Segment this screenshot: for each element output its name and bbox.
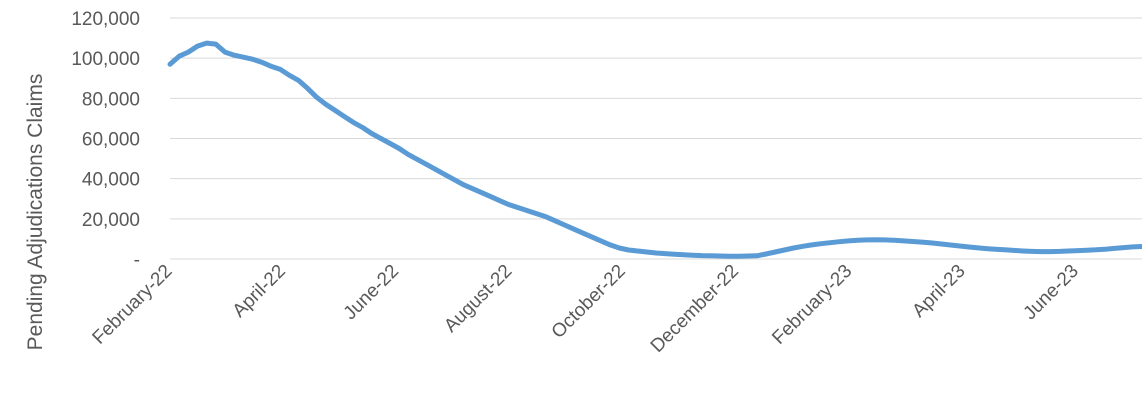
- x-tick-label: June-23: [1020, 261, 1083, 324]
- y-tick-label: -: [134, 250, 140, 271]
- x-tick-label: October-22: [548, 261, 630, 343]
- x-axis-ticks: February-22 April-22 June-22 August-22 Octob…: [89, 261, 1083, 357]
- y-tick-label: 60,000: [82, 130, 140, 151]
- y-tick-label: 120,000: [71, 9, 140, 30]
- x-tick-label: February-23: [768, 261, 856, 349]
- y-tick-label: 20,000: [82, 210, 140, 231]
- y-tick-label: 100,000: [71, 49, 140, 70]
- x-tick-label: February-22: [89, 261, 177, 349]
- x-tick-label: December-22: [647, 261, 743, 357]
- y-tick-label: 80,000: [82, 89, 140, 110]
- x-tick-label: June-22: [340, 261, 403, 324]
- gridlines: [170, 17, 1142, 260]
- x-tick-label: August-22: [440, 261, 516, 337]
- y-axis-ticks: - 20,000 40,000 60,000 80,000 100,000 120,000: [71, 9, 140, 271]
- pending-claims-series-line: [167, 40, 1142, 259]
- y-tick-label: 40,000: [82, 170, 140, 191]
- x-tick-label: April-23: [908, 261, 969, 322]
- x-tick-label: April-22: [229, 261, 290, 322]
- y-axis-label: Pending Adjudications Claims: [24, 74, 47, 351]
